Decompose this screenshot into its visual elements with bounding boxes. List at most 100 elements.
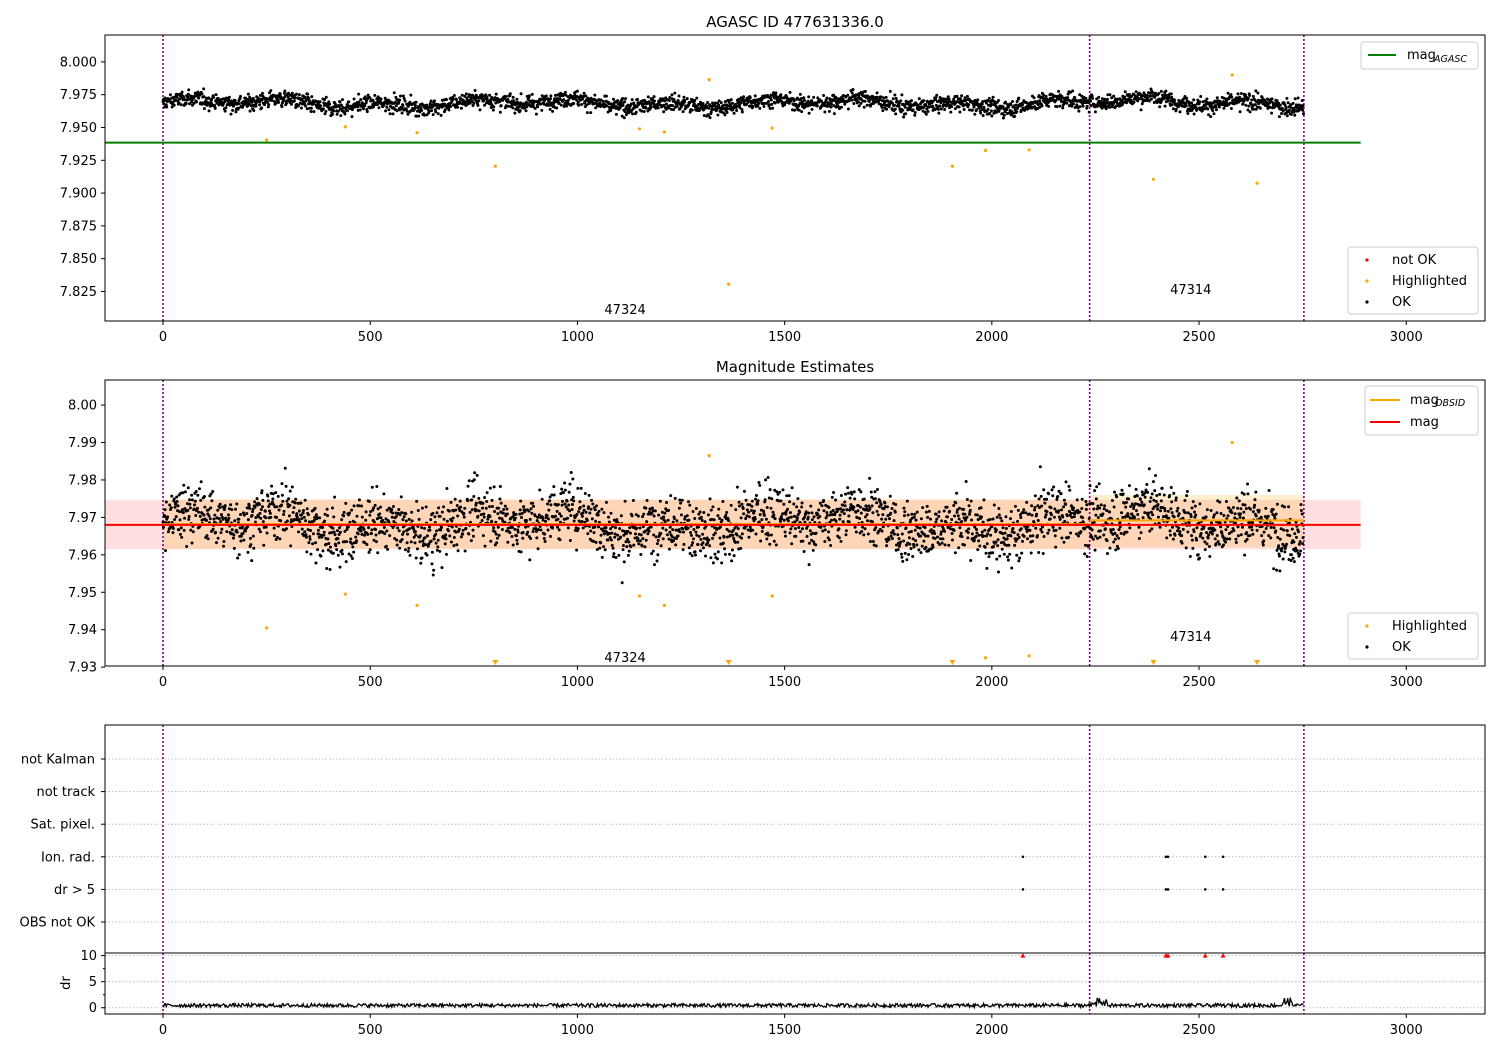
- ok-point: [492, 485, 496, 489]
- ok-point: [283, 94, 287, 98]
- ok-point: [182, 483, 186, 487]
- ok-point: [1149, 87, 1153, 91]
- ok-point: [429, 99, 433, 103]
- ok-point: [198, 514, 202, 518]
- ok-point: [970, 532, 974, 536]
- ok-point: [295, 512, 299, 516]
- ok-point: [835, 510, 839, 514]
- ok-point: [661, 537, 665, 541]
- ok-point: [1009, 534, 1013, 538]
- ok-point: [688, 552, 692, 556]
- ok-point: [239, 534, 243, 538]
- ok-point: [539, 98, 543, 102]
- ok-point: [992, 545, 996, 549]
- ok-point: [766, 475, 770, 479]
- ok-point: [585, 111, 589, 115]
- ok-point: [646, 512, 650, 516]
- ok-point: [656, 538, 660, 542]
- ok-point: [600, 555, 604, 559]
- ok-point: [202, 95, 206, 99]
- ok-point: [716, 113, 720, 117]
- ok-point: [515, 542, 519, 546]
- ok-point: [1108, 93, 1112, 97]
- ok-point: [405, 541, 409, 545]
- ok-point: [634, 110, 638, 114]
- ok-point: [897, 544, 901, 548]
- ok-point: [437, 506, 441, 510]
- ok-point: [967, 527, 971, 531]
- ok-point: [277, 100, 281, 104]
- ok-point: [572, 519, 576, 523]
- ok-point: [1145, 93, 1149, 97]
- ok-point: [950, 517, 954, 521]
- ok-point: [317, 535, 321, 539]
- ok-point: [283, 466, 287, 470]
- ok-point: [434, 541, 438, 545]
- ok-point: [433, 515, 437, 519]
- ok-point: [939, 530, 943, 534]
- ok-point: [1011, 526, 1015, 530]
- ok-point: [1013, 504, 1017, 508]
- ok-point: [490, 103, 494, 107]
- ok-point: [370, 485, 374, 489]
- ok-point: [515, 97, 519, 101]
- ok-point: [180, 90, 184, 94]
- ok-point: [578, 500, 582, 504]
- ok-point: [1251, 94, 1255, 98]
- ok-point: [679, 501, 683, 505]
- ok-point: [285, 519, 289, 523]
- ok-point: [263, 103, 267, 107]
- ok-point: [558, 538, 562, 542]
- ok-point: [870, 504, 874, 508]
- ok-point: [470, 498, 474, 502]
- ok-point: [699, 100, 703, 104]
- ok-point: [707, 538, 711, 542]
- ok-point: [828, 520, 832, 524]
- ok-point: [655, 542, 659, 546]
- highlighted-point: [415, 131, 419, 135]
- ok-point: [540, 497, 544, 501]
- ok-point: [397, 508, 401, 512]
- ok-point: [958, 110, 962, 114]
- ok-point: [192, 507, 196, 511]
- ok-point: [427, 109, 431, 113]
- ok-point: [803, 98, 807, 102]
- ok-point: [235, 530, 239, 534]
- ok-point: [190, 103, 194, 107]
- ok-point: [613, 535, 617, 539]
- ok-point: [1000, 547, 1004, 551]
- ok-point: [1296, 96, 1300, 100]
- highlighted-point: [707, 78, 711, 82]
- ok-point: [614, 526, 618, 530]
- ok-point: [1003, 531, 1007, 535]
- ok-point: [1281, 109, 1285, 113]
- ok-point: [875, 509, 879, 513]
- ok-point: [644, 506, 648, 510]
- ok-point: [797, 108, 801, 112]
- ok-point: [887, 538, 891, 542]
- ok-point: [734, 508, 738, 512]
- ok-point: [582, 508, 586, 512]
- ok-point: [269, 515, 273, 519]
- ok-point: [757, 101, 761, 105]
- ok-point: [312, 110, 316, 114]
- ok-point: [195, 100, 199, 104]
- ok-point: [841, 503, 845, 507]
- ok-point: [528, 517, 532, 521]
- ok-point: [631, 498, 635, 502]
- ok-point: [355, 539, 359, 543]
- ok-point: [519, 550, 523, 554]
- ok-point: [723, 547, 727, 551]
- ok-point: [640, 544, 644, 548]
- ok-point: [1045, 97, 1049, 101]
- ok-point: [548, 495, 552, 499]
- ok-point: [776, 492, 780, 496]
- ok-point: [241, 532, 245, 536]
- ok-point: [1032, 96, 1036, 100]
- ok-point: [615, 105, 619, 109]
- ok-point: [555, 509, 559, 513]
- ok-point: [184, 101, 188, 105]
- ok-point: [303, 498, 307, 502]
- ok-point: [959, 531, 963, 535]
- ok-point: [594, 519, 598, 523]
